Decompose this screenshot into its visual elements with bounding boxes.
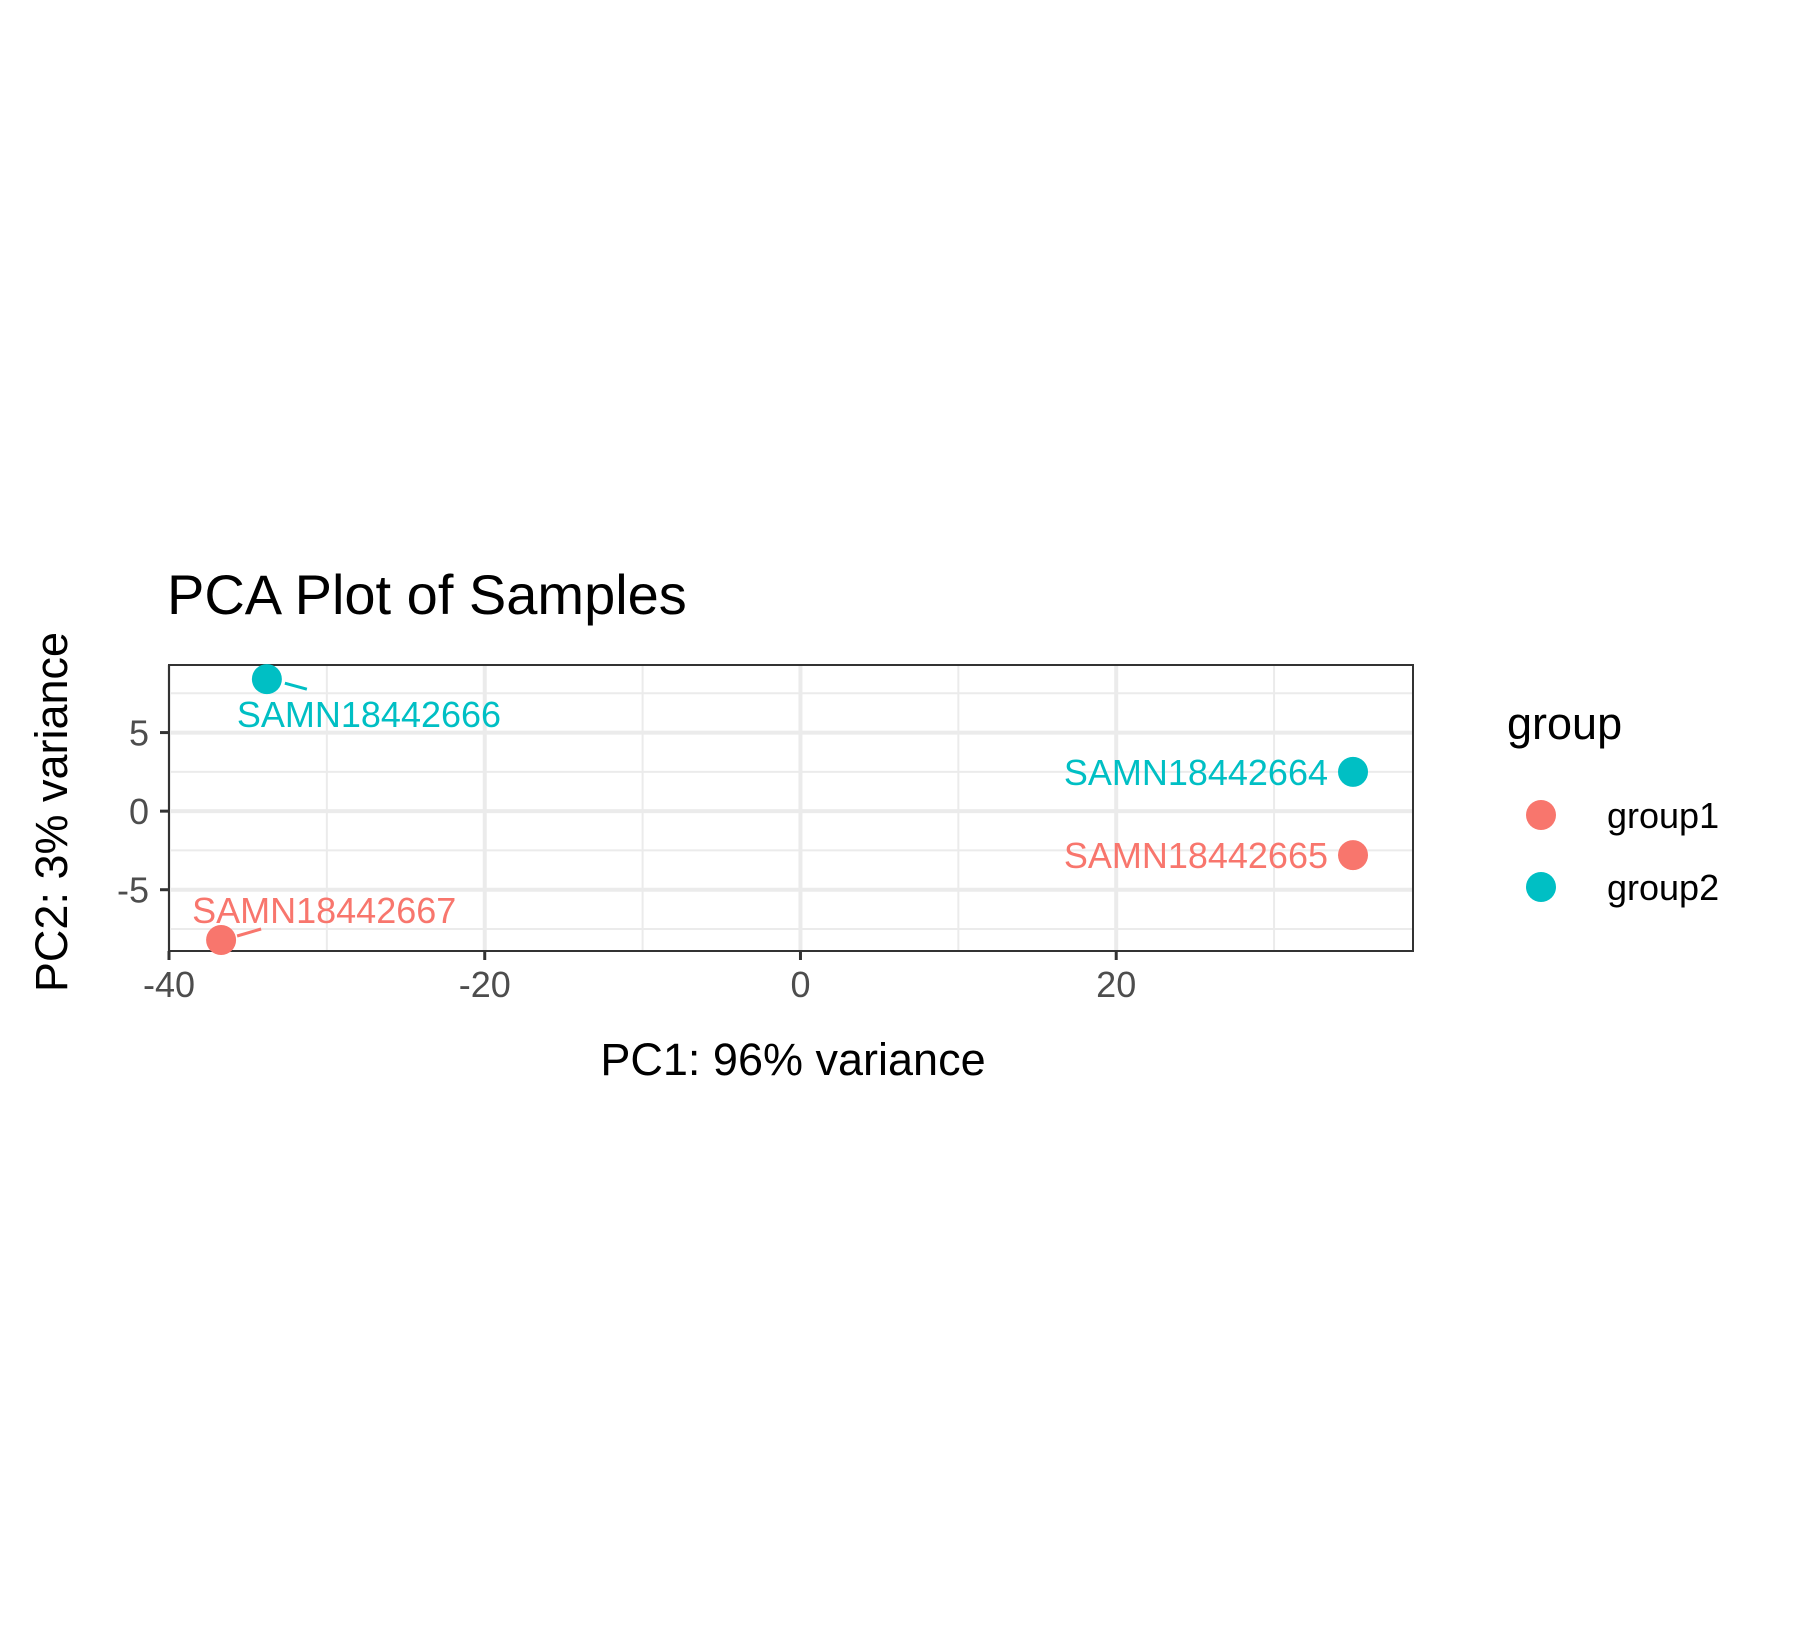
data-point xyxy=(251,664,282,695)
legend-label: group1 xyxy=(1607,795,1719,836)
legend-key xyxy=(1526,872,1556,902)
plot-panel xyxy=(168,664,1414,952)
legend-key xyxy=(1526,800,1556,830)
legend-label: group2 xyxy=(1607,867,1719,908)
data-marks: SAMN18442665 SAMN18442667 SAMN18442664 SAMN… xyxy=(192,664,1369,955)
label-connector xyxy=(284,681,308,691)
point-label: SAMN18442665 xyxy=(1064,835,1328,876)
data-point xyxy=(1338,756,1369,787)
y-tick-label: -5 xyxy=(117,870,149,911)
y-tick-label: 5 xyxy=(129,713,149,754)
x-tick-label: 0 xyxy=(790,964,810,1005)
y-tick-label: 0 xyxy=(129,791,149,832)
point-label: SAMN18442667 xyxy=(192,890,456,931)
data-point xyxy=(1338,840,1369,871)
axes: -40 -20 0 20 -5 0 5 xyxy=(117,713,1136,1005)
x-tick-label: 20 xyxy=(1096,964,1136,1005)
chart-title: PCA Plot of Samples xyxy=(167,563,687,626)
x-tick-label: -20 xyxy=(459,964,511,1005)
legend: group group1 group2 xyxy=(1507,698,1719,908)
data-point xyxy=(206,925,237,955)
label-connector xyxy=(236,927,262,938)
y-axis-title: PC2: 3% variance xyxy=(26,632,77,992)
x-axis-title: PC1: 96% variance xyxy=(600,1034,985,1085)
point-label: SAMN18442666 xyxy=(237,694,501,735)
legend-title: group xyxy=(1507,698,1622,749)
x-tick-label: -40 xyxy=(143,964,195,1005)
grid xyxy=(167,665,1413,951)
point-label: SAMN18442664 xyxy=(1064,752,1328,793)
